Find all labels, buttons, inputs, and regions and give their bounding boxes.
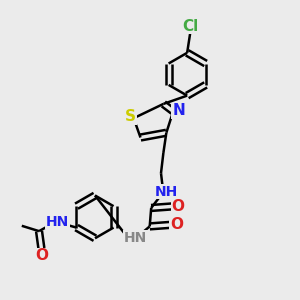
Text: NH: NH [154, 184, 178, 199]
Text: O: O [170, 218, 183, 232]
Text: HN: HN [46, 214, 69, 229]
Text: S: S [125, 109, 136, 124]
Text: N: N [172, 103, 185, 118]
Text: O: O [35, 248, 48, 263]
Text: O: O [171, 199, 184, 214]
Text: Cl: Cl [182, 19, 198, 34]
Text: HN: HN [124, 231, 147, 245]
